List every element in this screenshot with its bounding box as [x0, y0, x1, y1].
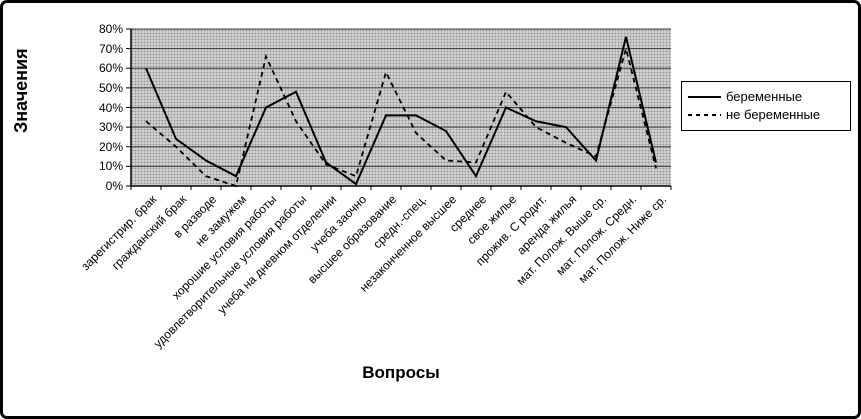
y-tick-label: 60% [98, 61, 123, 76]
series-line-pregnant [145, 36, 657, 186]
y-tick-label: 30% [98, 120, 123, 135]
legend-label: беременные [726, 89, 803, 104]
series-line-not-pregnant [145, 45, 657, 188]
y-tick-label: 0% [105, 179, 123, 193]
y-tick-label: 10% [98, 159, 123, 174]
y-tick-label: 40% [98, 100, 123, 115]
dashed-line-sample [688, 114, 721, 116]
x-axis-title: Вопросы [362, 363, 440, 382]
y-axis-title: Значения [11, 48, 31, 133]
chart-canvas [126, 28, 672, 190]
y-tick-label: 50% [98, 80, 123, 95]
legend-label: не беременные [726, 107, 821, 122]
y-tick-label: 80% [98, 22, 123, 36]
legend: беременные не беременные [681, 81, 851, 131]
solid-line-sample [688, 96, 721, 98]
y-tick-label: 20% [98, 139, 123, 154]
legend-entry-not-pregnant: не беременные [688, 108, 844, 122]
y-tick-label: 70% [98, 41, 123, 56]
legend-entry-pregnant: беременные [688, 90, 844, 104]
